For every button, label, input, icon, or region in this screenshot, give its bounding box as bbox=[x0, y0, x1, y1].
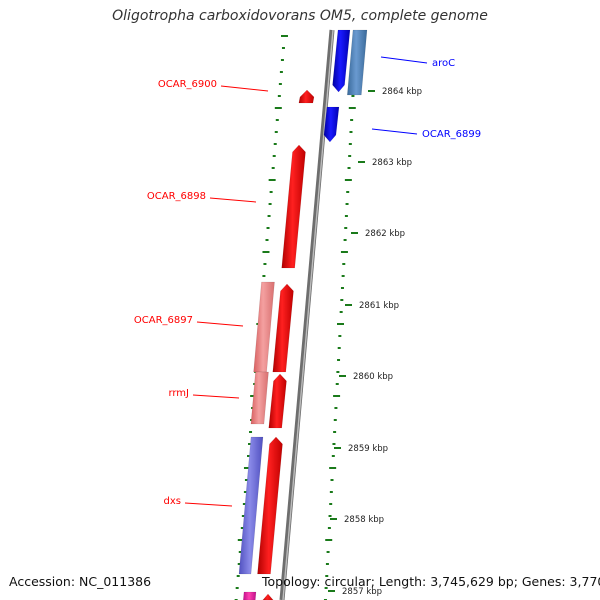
accession-text: Accession: NC_011386 bbox=[9, 574, 152, 589]
gene-arrow-rrmJ bbox=[268, 373, 287, 429]
label-ocar6899: OCAR_6899 bbox=[422, 129, 481, 140]
gene-arrow-aroC-outer bbox=[347, 29, 368, 96]
kbp-label: 2861 kbp bbox=[359, 301, 399, 311]
gene-arrow-ocar6897 bbox=[272, 283, 294, 373]
kbp-label: 2864 kbp bbox=[382, 87, 422, 97]
label-ocar6900: OCAR_6900 bbox=[158, 79, 217, 90]
kbp-label: 2860 kbp bbox=[353, 372, 393, 382]
label-aroC: aroC bbox=[432, 58, 455, 69]
gene-block-magenta bbox=[243, 591, 257, 600]
gene-arrow-ocar6898 bbox=[281, 144, 306, 269]
kbp-label: 2857 kbp bbox=[342, 587, 382, 597]
label-ocar6898-leader bbox=[209, 197, 257, 203]
label-ocar6897: OCAR_6897 bbox=[134, 315, 193, 326]
label-rrmJ-leader bbox=[192, 394, 240, 399]
label-aroC-leader bbox=[380, 56, 428, 64]
kbp-label: 2863 kbp bbox=[372, 158, 412, 168]
gene-arrow-ocar6899 bbox=[323, 106, 340, 143]
kbp-label: 2862 kbp bbox=[365, 229, 405, 239]
label-rrmJ: rrmJ bbox=[168, 388, 189, 399]
genome-title: Oligotropha carboxidovorans OM5, complet… bbox=[112, 8, 488, 24]
gene-block-light-upper bbox=[253, 281, 275, 373]
gene-arrow-aroC-inner bbox=[332, 29, 351, 93]
label-ocar6898: OCAR_6898 bbox=[147, 191, 206, 202]
label-dxs-leader bbox=[184, 502, 233, 507]
gene-block-light-lower bbox=[250, 371, 269, 425]
label-ocar6900-leader bbox=[220, 85, 269, 92]
label-ocar6897-leader bbox=[196, 321, 244, 327]
label-ocar6899-leader bbox=[371, 128, 418, 135]
kbp-label: 2859 kbp bbox=[348, 444, 388, 454]
label-dxs: dxs bbox=[164, 496, 181, 507]
topology-text: Topology: circular; Length: 3,745,629 bp… bbox=[262, 574, 600, 589]
genome-backbone-highlight bbox=[282, 29, 334, 600]
gene-arrow-dxs bbox=[257, 436, 283, 575]
gene-arrow-ocar6900 bbox=[298, 89, 315, 104]
genome-backbone bbox=[279, 29, 335, 600]
kbp-label: 2858 kbp bbox=[344, 515, 384, 525]
gene-block-red-bottom bbox=[261, 593, 274, 600]
gene-block-lavender bbox=[238, 436, 264, 575]
